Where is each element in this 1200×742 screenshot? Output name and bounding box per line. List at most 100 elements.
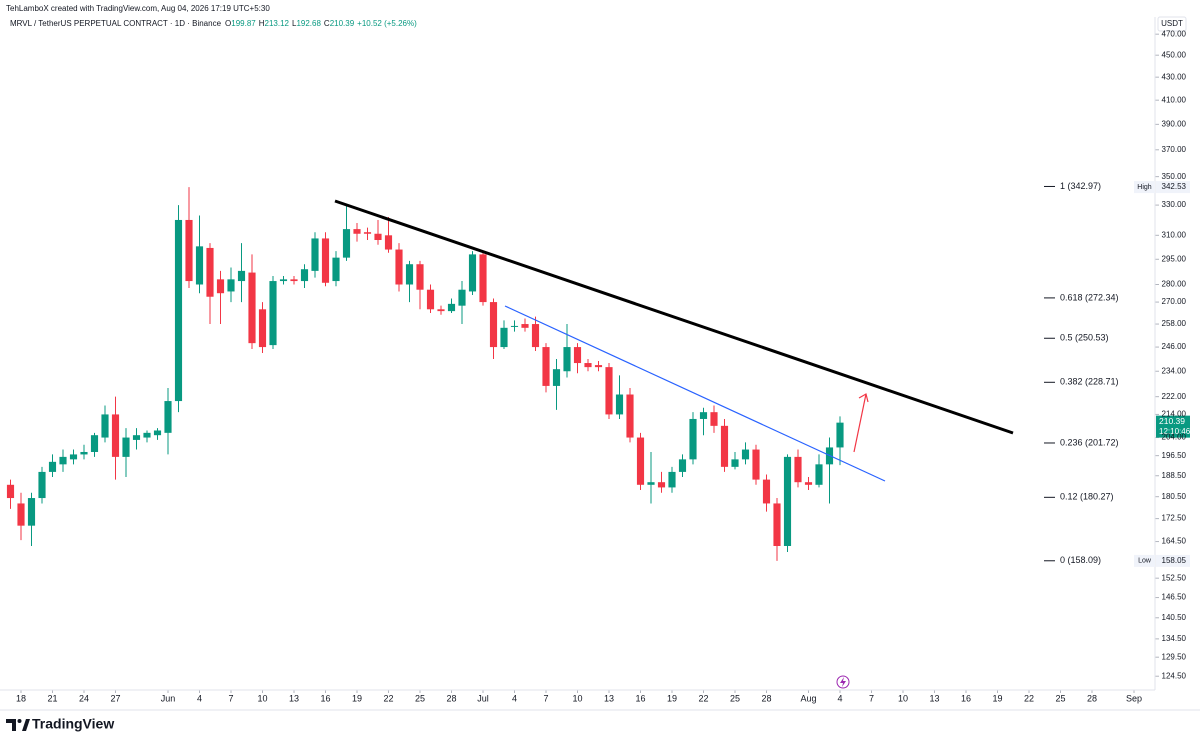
candle-body	[731, 459, 739, 467]
candle-body	[678, 459, 687, 472]
candle-body	[258, 309, 267, 348]
candle-body	[90, 435, 99, 452]
x-tick-label: 10	[257, 693, 267, 703]
candle-body	[237, 270, 246, 282]
candle-body	[185, 219, 193, 282]
candle-body	[615, 394, 624, 415]
x-tick-label: 7	[869, 693, 874, 703]
x-tick-label: 16	[320, 693, 330, 703]
fib-label: 1 (342.97)	[1060, 181, 1101, 191]
candle-body	[69, 454, 78, 460]
y-tick-label: 350.00	[1162, 172, 1187, 181]
y-tick-label: 134.50	[1162, 634, 1187, 643]
x-tick-label: 25	[415, 693, 425, 703]
candle-body	[699, 412, 708, 419]
close-value: 210.39	[330, 19, 355, 28]
candle-body	[647, 482, 655, 485]
candle-body	[584, 363, 592, 368]
y-tick-label: 222.00	[1162, 392, 1187, 401]
candle-body	[741, 449, 750, 460]
candle-body	[762, 479, 771, 504]
fib-label: 0.236 (201.72)	[1060, 437, 1119, 447]
extreme-label: Low	[1138, 558, 1152, 565]
candle-body	[164, 401, 172, 433]
extreme-label-box	[1134, 181, 1155, 194]
source-note: TehLamboX created with TradingView.com, …	[6, 4, 270, 13]
candle-body	[804, 482, 813, 485]
candle-body	[48, 461, 57, 472]
candle-body	[395, 249, 403, 285]
x-tick-label: 4	[197, 693, 202, 703]
x-tick-label: Sep	[1126, 693, 1142, 703]
breakout-arrow	[853, 393, 869, 453]
candle-body	[311, 238, 319, 271]
last-price-box	[1156, 415, 1190, 438]
x-tick-label: 18	[16, 693, 26, 703]
event-icon[interactable]	[836, 675, 850, 689]
candle-body	[111, 414, 120, 457]
fib-label: 0.382 (228.71)	[1060, 377, 1119, 387]
candle-body	[668, 471, 676, 488]
candle-body	[122, 437, 130, 457]
brand-logo[interactable]: TradingView	[6, 716, 114, 732]
candle-body	[783, 456, 792, 546]
symbol: MRVL / TetherUS PERPETUAL CONTRACT · 1D …	[10, 19, 222, 28]
candle-body	[836, 422, 844, 448]
y-tick-label: 270.00	[1162, 297, 1187, 306]
x-tick-label: 10	[572, 693, 582, 703]
y-tick-label: 246.00	[1162, 342, 1187, 351]
y-tick-label: 450.00	[1162, 50, 1187, 59]
candle-body	[353, 229, 361, 234]
y-tick-label: 295.00	[1162, 254, 1187, 263]
close-letter: C	[324, 19, 330, 28]
x-tick-label: 16	[635, 693, 645, 703]
y-tick-label: 214.00	[1162, 410, 1187, 419]
candle-body	[342, 229, 351, 258]
currency-box[interactable]	[1157, 16, 1187, 32]
candle-body	[437, 309, 445, 312]
low-value: 192.68	[296, 19, 321, 28]
candle-body	[38, 471, 46, 499]
x-tick-label: 25	[730, 693, 740, 703]
y-tick-label: 146.50	[1162, 593, 1187, 602]
candle-body	[552, 369, 561, 386]
open-letter: O	[225, 19, 231, 28]
support-trendline	[504, 305, 886, 482]
high-value: 213.12	[265, 19, 290, 28]
x-tick-label: Aug	[800, 693, 816, 703]
x-tick-label: 13	[289, 693, 299, 703]
y-tick-label: 152.50	[1162, 573, 1187, 582]
y-tick-label: 410.00	[1162, 95, 1187, 104]
x-tick-label: 22	[383, 693, 393, 703]
x-tick-label: 4	[512, 693, 517, 703]
candle-body	[80, 451, 88, 455]
y-tick-label: 390.00	[1162, 119, 1187, 128]
y-tick-label: 370.00	[1162, 145, 1187, 154]
candle-body	[101, 414, 109, 438]
x-tick-label: 22	[1024, 693, 1034, 703]
candle-body	[479, 254, 487, 303]
x-tick-label: 25	[1055, 693, 1065, 703]
candle-body	[752, 449, 760, 480]
candle-body	[332, 257, 340, 282]
candle-body	[447, 303, 456, 312]
x-tick-label: 13	[604, 693, 614, 703]
candle-body	[773, 503, 781, 546]
change: +10.52 (+5.26%)	[357, 19, 417, 28]
candle-body	[363, 232, 372, 234]
fib-levels: 1 (342.97) 0.618 (272.34) 0.5 (250.53) 0.38…	[1044, 181, 1119, 565]
candle-body	[143, 432, 151, 438]
x-tick-label: 28	[761, 693, 771, 703]
extreme-label-box	[1134, 554, 1155, 567]
y-tick-label: 140.50	[1162, 613, 1187, 622]
x-tick-label: 10	[898, 693, 908, 703]
currency: USDT	[1161, 19, 1183, 28]
x-tick-label: 28	[1087, 693, 1097, 703]
y-tick-label: 280.00	[1162, 280, 1187, 289]
candle-body	[500, 327, 508, 348]
candle-body	[510, 325, 519, 327]
x-tick-label: 27	[110, 693, 120, 703]
